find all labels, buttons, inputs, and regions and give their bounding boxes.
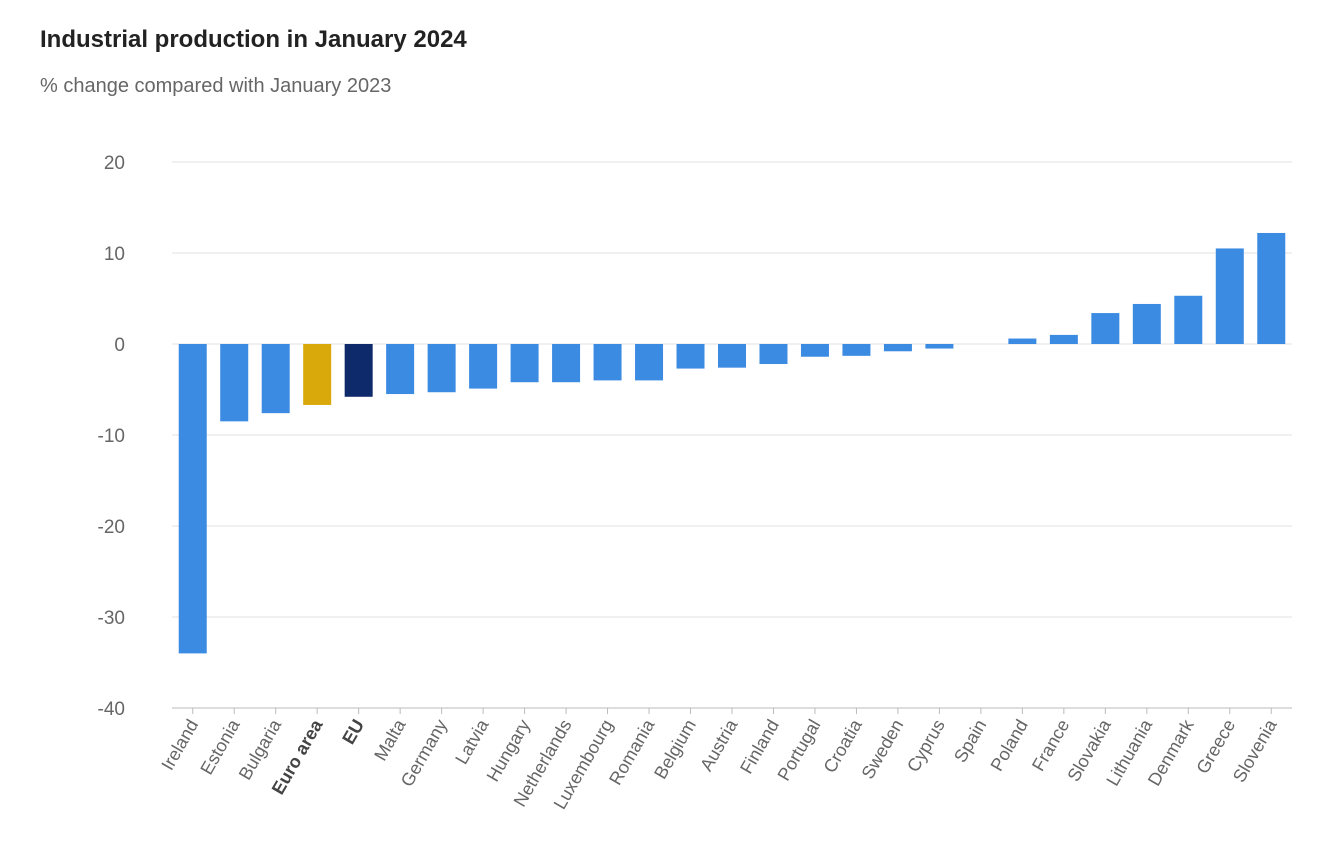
bars bbox=[178, 232, 1286, 654]
bar-netherlands bbox=[552, 344, 581, 383]
bar-luxembourg bbox=[593, 344, 622, 381]
bar-poland bbox=[1008, 338, 1037, 344]
bar-sweden bbox=[883, 344, 912, 352]
y-tick-label: 20 bbox=[104, 153, 125, 174]
gridlines bbox=[172, 161, 1292, 618]
x-axis bbox=[172, 707, 1292, 714]
bar-romania bbox=[635, 344, 664, 381]
bar-eu bbox=[344, 344, 373, 397]
bar-slovakia bbox=[1091, 313, 1120, 344]
y-axis-ticks: 20 10 0 -10 -20 -30 -40 bbox=[98, 153, 125, 720]
bar-latvia bbox=[469, 344, 498, 389]
x-category-label: Greece bbox=[1192, 716, 1239, 777]
y-tick-label: -20 bbox=[98, 517, 125, 538]
y-tick-label: 0 bbox=[114, 335, 125, 356]
y-tick-label: -30 bbox=[98, 608, 125, 629]
bar-austria bbox=[718, 344, 746, 368]
bar-portugal bbox=[800, 344, 829, 357]
bar-lithuania bbox=[1132, 303, 1161, 344]
x-category-label: Spain bbox=[950, 716, 990, 766]
bar-denmark bbox=[1174, 295, 1203, 344]
x-category-label: France bbox=[1028, 716, 1073, 775]
bar-belgium bbox=[676, 344, 705, 369]
bar-ireland bbox=[178, 344, 207, 654]
bar-germany bbox=[427, 344, 456, 393]
bar-slovenia bbox=[1257, 232, 1286, 344]
bar-cyprus bbox=[925, 344, 954, 349]
x-category-label: Malta bbox=[370, 715, 410, 764]
chart-subtitle: % change compared with January 2023 bbox=[40, 75, 392, 97]
x-category-label: Austria bbox=[696, 715, 742, 774]
bar-france bbox=[1049, 334, 1078, 344]
bar-malta bbox=[386, 344, 415, 395]
x-category-label: Latvia bbox=[451, 715, 493, 767]
bar-finland bbox=[759, 344, 788, 365]
x-category-label: EU bbox=[338, 716, 368, 748]
bar-croatia bbox=[842, 344, 871, 356]
bar-estonia bbox=[220, 344, 249, 422]
x-category-label: Cyprus bbox=[903, 716, 949, 775]
x-category-label: Poland bbox=[986, 716, 1031, 775]
bar-euro-area bbox=[303, 344, 332, 405]
x-category-label: Finland bbox=[736, 716, 783, 777]
x-category-label: Ireland bbox=[157, 716, 202, 774]
bar-bulgaria bbox=[261, 344, 290, 414]
y-tick-label: -10 bbox=[98, 426, 125, 447]
chart-title: Industrial production in January 2024 bbox=[40, 26, 467, 53]
y-tick-label: 10 bbox=[104, 244, 125, 265]
bar-greece bbox=[1215, 248, 1244, 344]
x-category-label: Croatia bbox=[820, 715, 867, 776]
bar-hungary bbox=[510, 344, 539, 383]
y-tick-label: -40 bbox=[98, 699, 125, 720]
